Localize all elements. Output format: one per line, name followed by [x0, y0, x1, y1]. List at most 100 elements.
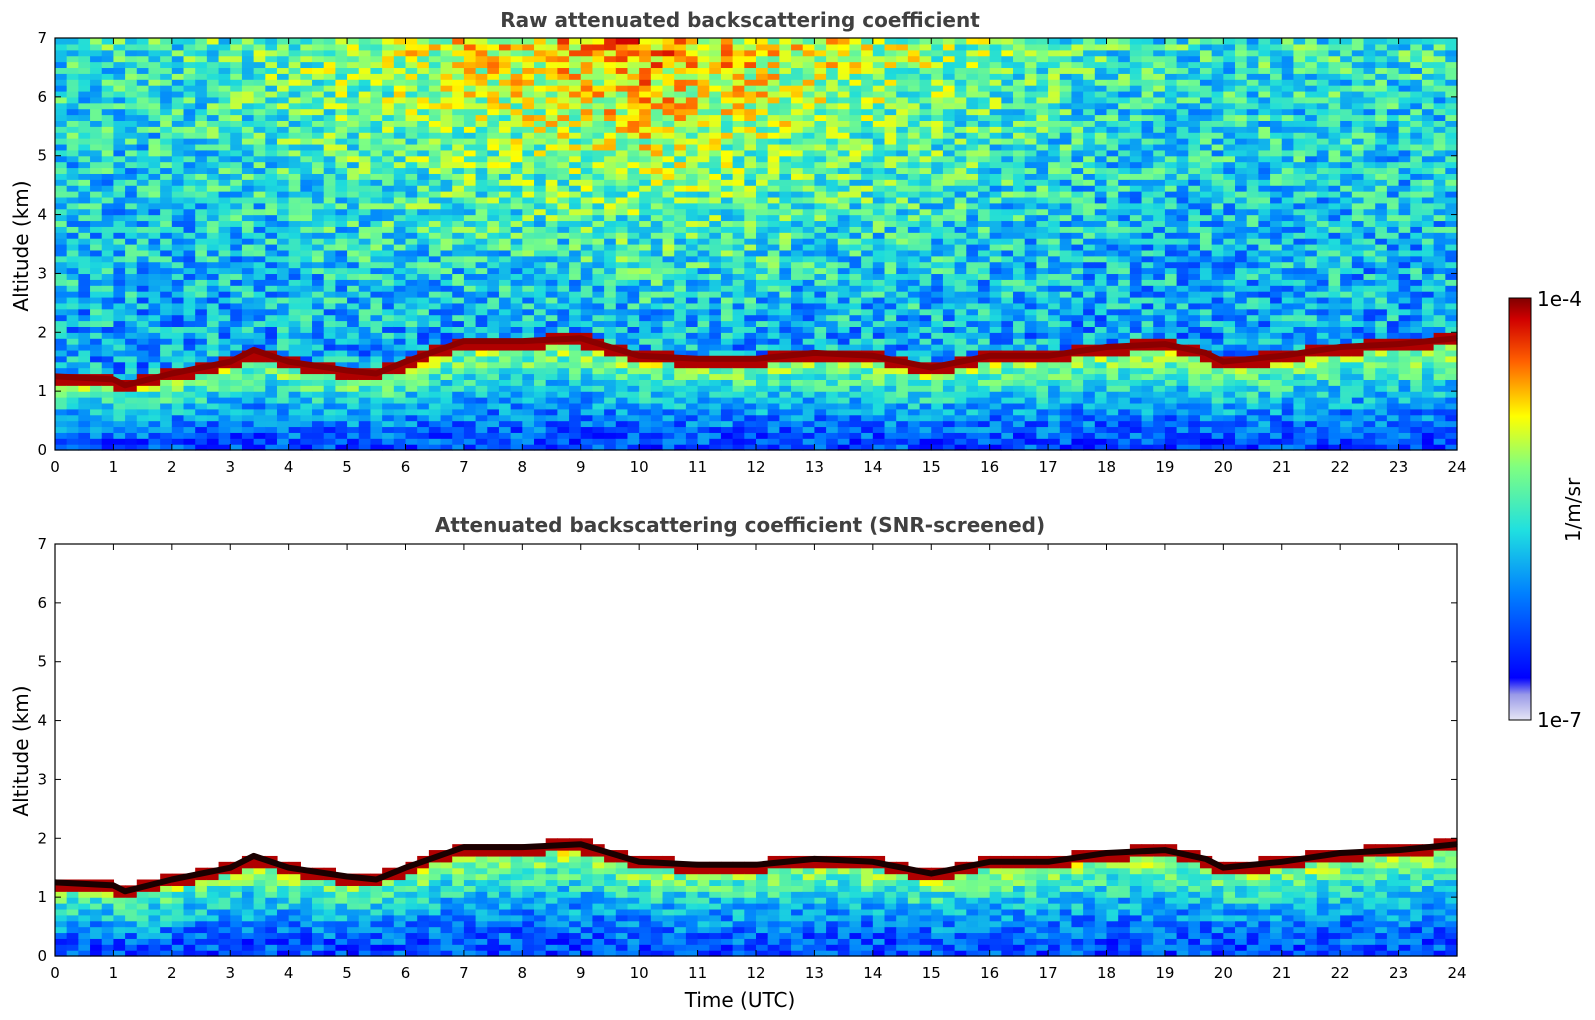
heatmap-cell: [358, 108, 372, 116]
heatmap-cell: [463, 279, 477, 286]
heatmap-cell: [148, 249, 161, 257]
heatmap-cell: [300, 232, 313, 239]
heatmap-cell: [312, 397, 325, 404]
heatmap-cell: [241, 96, 255, 104]
heatmap-cell: [569, 267, 582, 275]
heatmap-cell: [826, 273, 839, 280]
heatmap-cell: [709, 397, 722, 404]
heatmap-cell: [405, 279, 418, 286]
heatmap-cell: [101, 367, 115, 375]
heatmap-cell: [253, 344, 266, 351]
heatmap-cell: [639, 120, 652, 127]
heatmap-cell: [405, 244, 418, 251]
heatmap-cell: [697, 302, 710, 310]
heatmap-cell: [335, 214, 348, 222]
heatmap-cell: [206, 202, 220, 210]
heatmap-cell: [78, 108, 91, 116]
heatmap-cell: [66, 149, 79, 157]
heatmap-cell: [125, 226, 138, 233]
heatmap-cell: [428, 90, 442, 98]
heatmap-cell: [288, 320, 301, 327]
heatmap-cell: [312, 143, 325, 151]
heatmap-cell: [826, 255, 839, 263]
heatmap-cell: [814, 320, 827, 327]
heatmap-cell: [627, 291, 640, 298]
heatmap-cell: [756, 332, 769, 339]
heatmap-cell: [569, 173, 582, 180]
heatmap-cell: [125, 155, 138, 163]
heatmap-cell: [685, 126, 699, 133]
heatmap-cell: [779, 208, 792, 216]
heatmap-cell: [802, 185, 816, 192]
heatmap-cell: [534, 308, 547, 316]
heatmap-cell: [300, 414, 313, 422]
heatmap-cell: [358, 79, 372, 86]
heatmap-cell: [463, 267, 477, 275]
heatmap-cell: [125, 73, 138, 80]
heatmap-cell: [709, 161, 722, 169]
heatmap-cell: [206, 179, 220, 186]
heatmap-cell: [405, 143, 418, 151]
heatmap-cell: [358, 202, 372, 210]
heatmap-cell: [545, 244, 558, 251]
heatmap-cell: [697, 126, 710, 133]
heatmap-cell: [639, 79, 652, 86]
heatmap-cell: [791, 332, 804, 339]
heatmap-cell: [78, 426, 91, 433]
heatmap-cell: [382, 355, 395, 363]
heatmap-cell: [615, 73, 629, 80]
heatmap-cell: [744, 85, 757, 92]
top-heatmap: [55, 38, 1458, 451]
heatmap-cell: [358, 302, 372, 310]
heatmap-cell: [101, 232, 115, 239]
heatmap-cell: [160, 232, 173, 239]
heatmap-cell: [662, 96, 675, 104]
heatmap-cell: [498, 102, 512, 110]
heatmap-cell: [253, 444, 266, 451]
heatmap-cell: [709, 102, 722, 110]
heatmap-cell: [498, 267, 512, 275]
heatmap-cell: [685, 261, 699, 269]
heatmap-cell: [265, 143, 278, 151]
heatmap-cell: [148, 38, 161, 45]
heatmap-cell: [767, 402, 780, 410]
heatmap-cell: [335, 179, 348, 186]
heatmap-cell: [674, 90, 687, 98]
heatmap-cell: [720, 49, 734, 57]
heatmap-cell: [183, 420, 196, 428]
heatmap-cell: [837, 196, 851, 204]
heatmap-cell: [90, 108, 103, 116]
heatmap-cell: [370, 90, 383, 98]
heatmap-cell: [101, 108, 115, 116]
heatmap-cell: [78, 302, 91, 310]
heatmap-cell: [417, 232, 430, 239]
heatmap-cell: [604, 61, 617, 69]
heatmap-cell: [510, 244, 523, 251]
heatmap-cell: [370, 138, 383, 145]
heatmap-cell: [861, 149, 874, 157]
heatmap-cell: [732, 255, 745, 263]
heatmap-cell: [849, 408, 862, 416]
heatmap-cell: [218, 108, 231, 116]
heatmap-cell: [580, 126, 594, 133]
heatmap-cell: [884, 426, 897, 433]
heatmap-cell: [697, 361, 710, 369]
heatmap-cell: [709, 114, 722, 121]
heatmap-cell: [183, 120, 196, 127]
heatmap-cell: [487, 132, 500, 139]
heatmap-cell: [218, 214, 231, 222]
heatmap-cell: [557, 55, 570, 63]
heatmap-cell: [685, 361, 699, 369]
heatmap-cell: [171, 426, 185, 433]
heatmap-cell: [802, 85, 816, 92]
heatmap-cell: [814, 273, 827, 280]
heatmap-cell: [78, 285, 91, 292]
heatmap-cell: [884, 438, 897, 445]
heatmap-cell: [195, 432, 208, 439]
heatmap-cell: [382, 179, 395, 186]
heatmap-cell: [405, 67, 418, 74]
heatmap-cell: [487, 320, 500, 327]
heatmap-cell: [323, 173, 336, 180]
heatmap-cell: [358, 55, 372, 63]
heatmap-cell: [241, 55, 255, 63]
